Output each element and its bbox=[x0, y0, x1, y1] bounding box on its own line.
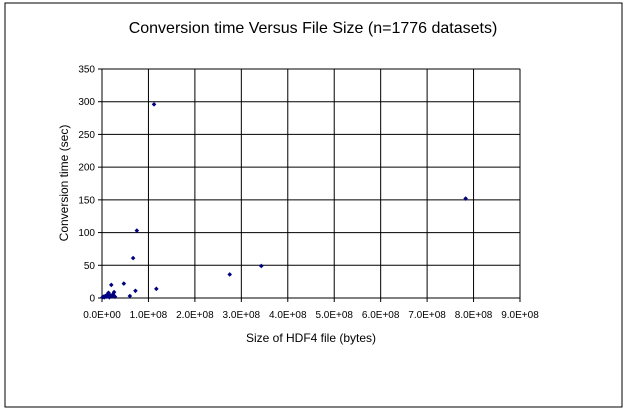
data-point-15 bbox=[121, 281, 127, 286]
y-tick-label-5: 250 bbox=[78, 130, 95, 141]
data-point-24 bbox=[463, 196, 468, 201]
y-tick-label-1: 50 bbox=[84, 261, 96, 272]
data-point-21 bbox=[154, 286, 159, 292]
x-tick-label-9: 9.0E+08 bbox=[501, 310, 539, 321]
data-points bbox=[100, 102, 468, 300]
y-tick-label-6: 300 bbox=[78, 97, 95, 108]
x-tick-label-6: 6.0E+08 bbox=[362, 310, 400, 321]
y-tick-label-7: 350 bbox=[78, 65, 95, 76]
x-tick-label-0: 0.0E+00 bbox=[83, 310, 121, 321]
y-tick-label-2: 100 bbox=[78, 228, 95, 239]
data-point-20 bbox=[151, 102, 157, 107]
x-tick-label-8: 8.0E+08 bbox=[455, 310, 493, 321]
y-tick-label-4: 200 bbox=[78, 163, 95, 174]
chart-title: Conversion time Versus File Size (n=1776… bbox=[129, 20, 498, 37]
x-tick-label-3: 3.0E+08 bbox=[223, 310, 261, 321]
data-point-19 bbox=[134, 228, 140, 233]
data-point-16 bbox=[127, 293, 133, 299]
data-point-23 bbox=[259, 263, 264, 269]
x-tick-label-7: 7.0E+08 bbox=[408, 310, 446, 321]
x-tick-label-4: 4.0E+08 bbox=[269, 310, 307, 321]
data-point-18 bbox=[133, 288, 138, 294]
x-tick-labels: 0.0E+00 1.0E+08 2.0E+08 3.0E+08 4.0E+08 5.0E+… bbox=[83, 310, 539, 321]
y-tick-label-0: 0 bbox=[89, 294, 95, 305]
axes bbox=[98, 68, 521, 302]
data-point-22 bbox=[227, 272, 233, 277]
data-point-17 bbox=[130, 255, 136, 261]
gridlines bbox=[102, 68, 521, 298]
data-point-10 bbox=[108, 282, 114, 288]
y-tick-label-3: 150 bbox=[78, 195, 95, 206]
x-tick-label-2: 2.0E+08 bbox=[176, 310, 214, 321]
x-tick-label-1: 1.0E+08 bbox=[130, 310, 168, 321]
y-tick-labels: 0 50 100 150 200 250 300 350 bbox=[78, 65, 95, 305]
data-point-4 bbox=[103, 294, 109, 299]
x-tick-label-5: 5.0E+08 bbox=[315, 310, 353, 321]
plot-area bbox=[101, 68, 521, 299]
x-axis-title: Size of HDF4 file (bytes) bbox=[246, 331, 376, 345]
data-point-13 bbox=[111, 289, 117, 295]
data-point-14 bbox=[112, 294, 118, 299]
y-axis-title: Conversion time (sec) bbox=[57, 125, 71, 242]
